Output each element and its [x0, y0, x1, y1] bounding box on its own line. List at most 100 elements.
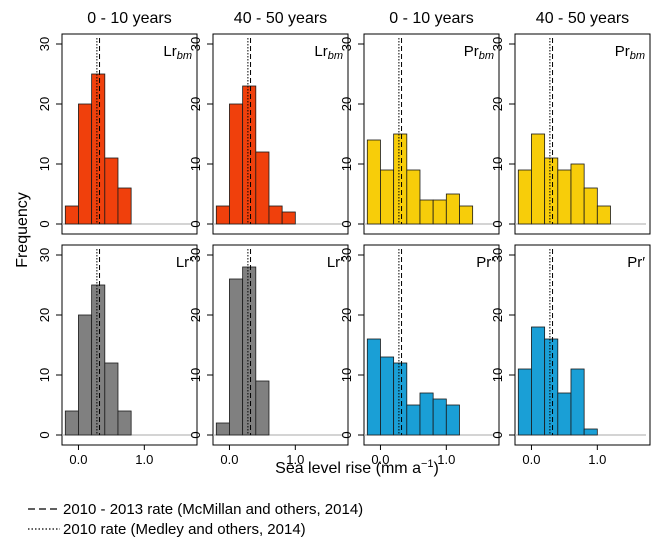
- histogram-bar: [393, 362, 408, 436]
- x-tick-label: 1.0: [588, 452, 606, 467]
- panel-label: Prbm: [464, 43, 494, 62]
- y-tick-label: 20: [37, 97, 52, 111]
- legend: 2010 - 2013 rate (McMillan and others, 2…: [28, 501, 363, 538]
- histogram-bar: [117, 410, 132, 436]
- x-axis-title: Sea level rise (mm a−1): [275, 458, 439, 477]
- y-tick-label: 30: [490, 37, 505, 51]
- x-tick-label: 1.0: [286, 452, 304, 467]
- histogram-bar: [557, 169, 572, 225]
- x-tick-label: 1.0: [135, 452, 153, 467]
- panel-label-main: Lr: [163, 43, 176, 60]
- panel-frame: [212, 33, 349, 235]
- histogram-bar: [242, 266, 257, 436]
- histogram-bar: [366, 338, 381, 436]
- panel-label-subscript: bm: [328, 50, 343, 62]
- y-tick-label: 0: [188, 220, 203, 227]
- panel-label: Lr′: [327, 254, 343, 271]
- y-tick-label: 20: [490, 97, 505, 111]
- y-tick-label: 20: [188, 308, 203, 322]
- panel-label-main: Lr: [327, 254, 340, 271]
- histogram-bar: [406, 404, 421, 436]
- x-tick-label: 0.0: [69, 452, 87, 467]
- panel-label-main: Pr: [476, 254, 491, 271]
- y-tick-label: 20: [188, 97, 203, 111]
- y-tick-label: 0: [188, 431, 203, 438]
- histogram-bar: [419, 199, 434, 225]
- panel-frame: [61, 244, 198, 446]
- histogram-bar: [255, 151, 270, 225]
- panel-label-main: Lr: [176, 254, 189, 271]
- histogram-bar: [64, 205, 79, 225]
- y-tick-label: 30: [490, 248, 505, 262]
- column-title: 0 - 10 years: [389, 10, 473, 27]
- panel-5: Lr′ 0 10 20 30 0.0 1.0: [37, 244, 198, 467]
- histogram-bar: [215, 205, 230, 225]
- histogram-bar: [255, 380, 270, 436]
- y-tick-label: 30: [339, 37, 354, 51]
- panel-label-prime: ′: [189, 254, 192, 271]
- panel-frame: [61, 33, 198, 235]
- histogram-bar: [229, 278, 244, 436]
- x-axis-title-main: Sea level rise (mm a: [275, 460, 421, 477]
- histogram-bar: [459, 205, 474, 225]
- histogram-bar: [104, 362, 119, 436]
- y-tick-label: 30: [37, 248, 52, 262]
- x-axis-title-unit-exponent: −1: [421, 458, 434, 470]
- panel-label-prime: ′: [642, 254, 645, 271]
- histogram-bar: [380, 169, 395, 225]
- y-tick-label: 10: [188, 368, 203, 382]
- y-tick-label: 20: [37, 308, 52, 322]
- histogram-bar: [583, 187, 598, 225]
- histogram-bar: [229, 103, 244, 225]
- histogram-bar: [557, 392, 572, 436]
- panel-frame: [363, 33, 500, 235]
- y-tick-label: 20: [339, 97, 354, 111]
- panel-label-subscript: bm: [630, 50, 645, 62]
- histogram-bar: [432, 398, 447, 436]
- panel-frame: [514, 33, 651, 235]
- x-tick-label: 0.0: [371, 452, 389, 467]
- panel-label: Pr′: [627, 254, 645, 271]
- x-tick-label: 1.0: [437, 452, 455, 467]
- panel-label-prime: ′: [491, 254, 494, 271]
- panel-label-subscript: bm: [479, 50, 494, 62]
- histogram-bar: [242, 85, 257, 225]
- panel-label-main: Pr: [615, 43, 630, 60]
- histogram-bar: [393, 133, 408, 225]
- histogram-bar: [570, 368, 585, 436]
- panel-label: Lrbm: [163, 43, 192, 62]
- column-title: 0 - 10 years: [87, 10, 171, 27]
- histogram-bar: [78, 103, 93, 225]
- y-tick-label: 0: [490, 220, 505, 227]
- x-tick-label: 0.0: [522, 452, 540, 467]
- panel-2: Lrbm 40 - 50 years 0 10 20 30: [188, 10, 349, 235]
- panel-label-subscript: bm: [177, 50, 192, 62]
- panel-label-main: Pr: [464, 43, 479, 60]
- y-tick-label: 10: [37, 368, 52, 382]
- histogram-bar: [517, 368, 532, 436]
- panel-frame: [212, 244, 349, 446]
- histogram-bar: [570, 163, 585, 225]
- y-tick-label: 10: [490, 157, 505, 171]
- histogram-bar: [215, 422, 230, 436]
- panel-4: Prbm 40 - 50 years 0 10 20 30: [490, 10, 651, 235]
- panel-frame: [514, 244, 651, 446]
- histogram-bar: [64, 410, 79, 436]
- histogram-bar: [544, 338, 559, 436]
- panel-label-main: Pr: [627, 254, 642, 271]
- histogram-bar: [531, 326, 546, 436]
- y-tick-label: 0: [37, 431, 52, 438]
- y-tick-label: 30: [37, 37, 52, 51]
- histogram-bar: [531, 133, 546, 225]
- histogram-bar: [104, 157, 119, 225]
- legend-entry-dotted: 2010 rate (Medley and others, 2014): [63, 521, 306, 538]
- panel-1: Lrbm 0 - 10 years 0 10 20 30: [37, 10, 198, 235]
- histogram-bar: [445, 193, 460, 225]
- y-tick-label: 0: [339, 431, 354, 438]
- histogram-bar: [380, 356, 395, 436]
- column-title: 40 - 50 years: [234, 10, 327, 27]
